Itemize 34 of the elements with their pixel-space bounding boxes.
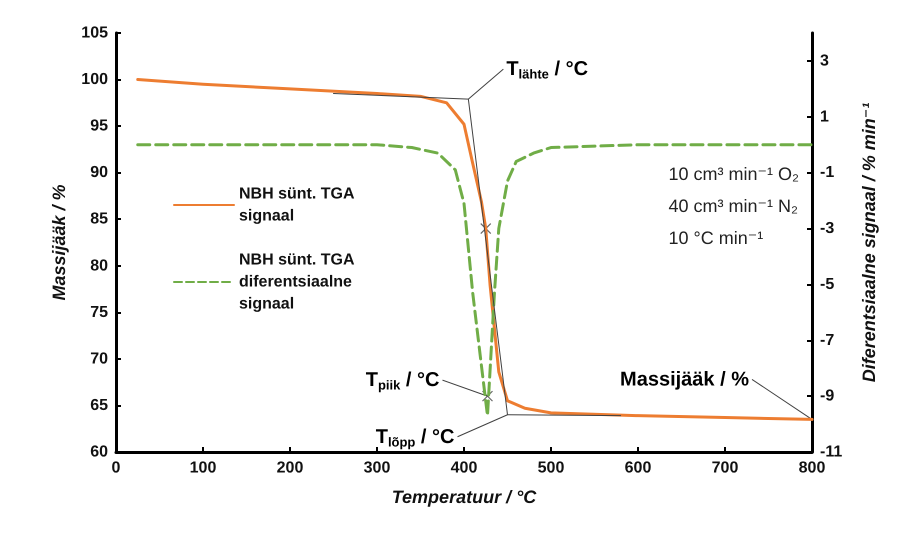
y2-tick-label: 1	[820, 108, 829, 126]
y-tick-label: 100	[81, 71, 108, 88]
y2-tick-label: -1	[820, 164, 834, 182]
y2-tick-label: -3	[820, 220, 834, 238]
x-axis-title: Temperatuur / °C	[392, 487, 538, 507]
legend-label: NBH sünt. TGA diferentsiaalne signaal	[239, 252, 358, 312]
x-tick-label: 600	[624, 460, 652, 476]
y2-tick-label: -5	[820, 276, 834, 293]
x-tick-label: 800	[798, 460, 826, 476]
y-tick-label: 85	[90, 210, 108, 228]
annotation: 10 cm³ min⁻¹ O₂ 40 cm³ min⁻¹ N₂ 10 °C min⁻¹	[668, 164, 800, 248]
y2-axis-title: Diferentsiaalne signaal / % min⁻¹	[859, 102, 879, 382]
legend-label: NBH sünt. TGA signaal	[239, 186, 358, 224]
y-tick-label: 95	[90, 118, 108, 135]
y2-tick-label: -11	[820, 444, 842, 460]
y-tick-label: 70	[90, 350, 108, 368]
x-tick-label: 200	[276, 460, 304, 476]
y-tick-label: 80	[90, 257, 108, 274]
x-tick-label: 0	[112, 460, 121, 476]
y-tick-label: 65	[90, 396, 108, 414]
y-tick-label: 90	[90, 164, 108, 182]
y2-tick-label: -9	[820, 388, 834, 405]
y2-tick-label: -7	[820, 332, 834, 349]
x-tick-label: 300	[364, 460, 390, 476]
x-tick-label: 700	[712, 460, 738, 476]
annotation: Massijääk / %	[620, 368, 750, 390]
y-axis-title: Massijääk / %	[49, 184, 69, 301]
x-tick-label: 100	[190, 460, 216, 476]
y-tick-label: 105	[81, 24, 108, 42]
y-tick-label: 60	[90, 444, 108, 460]
x-tick-label: 500	[538, 460, 564, 476]
y-tick-label: 75	[90, 304, 108, 321]
x-tick-label: 400	[450, 460, 478, 476]
y2-tick-label: 3	[820, 52, 829, 70]
